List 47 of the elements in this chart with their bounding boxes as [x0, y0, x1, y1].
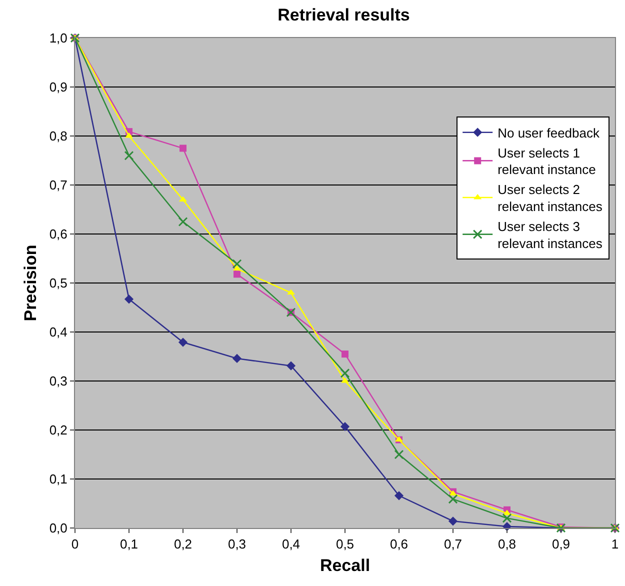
point — [502, 513, 512, 523]
y-axis-title: Precision — [20, 244, 40, 322]
point — [340, 422, 350, 432]
x-tick-label: 1 — [611, 536, 619, 552]
point — [448, 516, 458, 526]
point — [234, 270, 240, 278]
legend-label: User selects 1 relevant instance — [498, 145, 596, 178]
legend-label: User selects 2 relevant instances — [498, 182, 603, 214]
x-tick-label: 0 — [71, 536, 79, 552]
y-tick-label: 0,8 — [49, 128, 68, 144]
x-axis-title: Recall — [320, 556, 370, 575]
x-tick-label: 0,3 — [228, 536, 246, 552]
x-tick-label: 0,5 — [336, 536, 354, 552]
y-tick-label: 1,0 — [49, 30, 68, 46]
point — [448, 494, 458, 504]
x-tick-label: 0,7 — [444, 536, 462, 552]
point — [394, 491, 404, 500]
point — [124, 294, 134, 304]
legend-label: No user feedback — [498, 125, 600, 140]
y-tick-label: 0,5 — [49, 276, 68, 291]
point — [342, 350, 348, 358]
y-tick-label: 0,4 — [49, 324, 68, 340]
x-tick-label: 0,9 — [552, 536, 570, 552]
x-tick-label: 0,2 — [174, 536, 192, 552]
point — [232, 259, 242, 269]
y-tick-label: 0,1 — [49, 472, 68, 487]
y-tick-label: 0,0 — [49, 520, 68, 536]
point — [178, 217, 188, 226]
chart-title: Retrieval results — [278, 6, 410, 25]
y-tick-label: 0,9 — [49, 80, 68, 95]
point — [232, 354, 242, 364]
x-tick-label: 0,6 — [390, 536, 408, 552]
point — [178, 338, 188, 347]
y-tick-label: 0,3 — [49, 374, 68, 389]
point — [394, 450, 404, 460]
x-tick-label: 0,1 — [120, 536, 138, 552]
legend-label: User selects 3 relevant instances — [498, 218, 603, 251]
y-tick-label: 0,7 — [49, 178, 68, 193]
point — [286, 361, 296, 370]
y-tick-label: 0,6 — [49, 226, 68, 242]
point — [124, 150, 134, 160]
x-tick-label: 0,8 — [498, 536, 516, 552]
point — [180, 144, 186, 152]
y-tick-label: 0,2 — [49, 422, 68, 438]
point — [340, 368, 350, 378]
x-tick-label: 0,4 — [282, 536, 300, 552]
point — [502, 522, 512, 532]
